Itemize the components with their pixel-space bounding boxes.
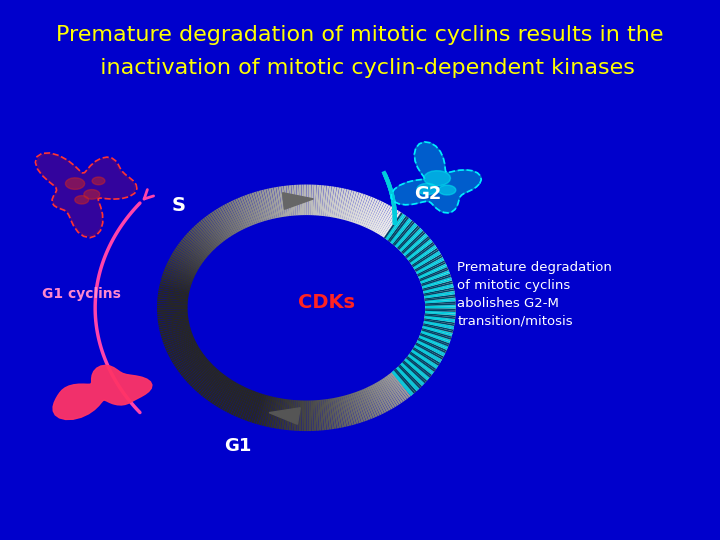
Polygon shape (269, 408, 300, 424)
Polygon shape (53, 366, 152, 420)
Polygon shape (391, 142, 481, 213)
Polygon shape (84, 190, 100, 199)
Text: G1 cyclins: G1 cyclins (42, 287, 121, 301)
Polygon shape (282, 193, 313, 210)
Text: CDKs: CDKs (298, 293, 355, 312)
Polygon shape (424, 171, 451, 186)
Text: Premature degradation of mitotic cyclins results in the: Premature degradation of mitotic cyclins… (56, 25, 664, 45)
Text: S: S (172, 195, 186, 214)
Polygon shape (66, 178, 85, 190)
Text: Premature degradation
of mitotic cyclins
abolishes G2-M
transition/mitosis: Premature degradation of mitotic cyclins… (457, 261, 612, 328)
Text: G1: G1 (224, 437, 251, 455)
Polygon shape (75, 195, 89, 204)
Text: G2: G2 (414, 185, 441, 203)
Polygon shape (37, 154, 135, 237)
Text: inactivation of mitotic cyclin-dependent kinases: inactivation of mitotic cyclin-dependent… (86, 57, 634, 78)
Polygon shape (417, 184, 437, 194)
Polygon shape (92, 177, 105, 185)
Polygon shape (438, 185, 456, 195)
